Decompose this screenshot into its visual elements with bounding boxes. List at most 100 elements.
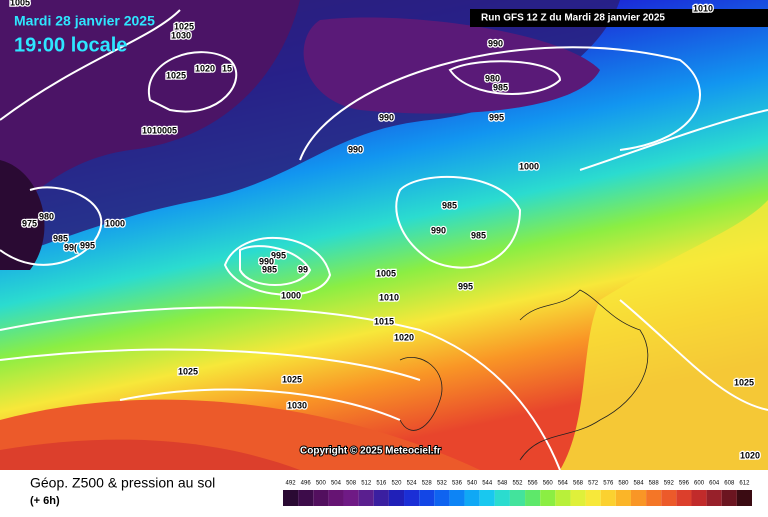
legend-swatch <box>509 490 526 506</box>
isobar-label: 985 <box>471 230 486 240</box>
legend-label: 608 <box>724 481 735 487</box>
isobar-label: 99 <box>298 264 308 274</box>
isobar-label: 1000 <box>105 218 125 228</box>
legend-swatch <box>419 490 435 506</box>
isobar-label: 985 <box>53 233 68 243</box>
legend-swatch <box>721 490 737 506</box>
legend-label: 552 <box>512 481 523 487</box>
legend-swatch <box>373 490 389 506</box>
isobar-label: 1005 <box>10 0 30 7</box>
isobar-label: 990 <box>431 225 446 235</box>
legend-label: 572 <box>588 481 599 487</box>
legend-swatch <box>661 490 677 506</box>
isobar-label: 1010005 <box>142 125 177 135</box>
isobar-label: 1010 <box>379 292 399 302</box>
legend-swatch <box>540 490 556 506</box>
isobar-label: 99( <box>64 242 77 252</box>
legend-swatch <box>494 490 510 506</box>
isobar-label: 995 <box>489 112 504 122</box>
legend-swatch <box>555 490 571 506</box>
legend-swatch <box>676 490 692 506</box>
isobar-label: 1000 <box>519 161 539 171</box>
legend-label: 536 <box>452 481 463 487</box>
legend-swatch <box>283 490 299 506</box>
legend-swatch <box>343 490 359 506</box>
isobar-label: 1030 <box>171 30 191 40</box>
legend-label: 544 <box>482 481 493 487</box>
isobar-label: 1030 <box>287 400 307 410</box>
isobar-label: 985 <box>493 82 508 92</box>
legend-swatch <box>630 490 647 506</box>
legend-label: 560 <box>543 481 554 487</box>
legend-label: 568 <box>573 481 584 487</box>
legend-swatch <box>298 490 314 506</box>
legend-swatch <box>328 490 344 506</box>
legend-label: 504 <box>331 481 342 487</box>
isobar-label: 990 <box>348 144 363 154</box>
legend-swatch <box>570 490 586 506</box>
legend-swatch <box>736 490 752 506</box>
isobar-label: 990 <box>259 256 274 266</box>
legend-swatch <box>706 490 722 506</box>
legend-label: 600 <box>694 481 705 487</box>
legend-label: 532 <box>437 481 448 487</box>
legend-swatch <box>585 490 601 506</box>
legend-swatch <box>615 490 631 506</box>
copyright: Copyright © 2025 Meteociel.fr <box>300 446 441 457</box>
isobar-label: 995 <box>458 281 473 291</box>
footer-subtitle: (+ 6h) <box>30 495 60 507</box>
isobar-label: 995 <box>80 240 95 250</box>
isobar-label: 1020 <box>394 332 414 342</box>
isobar-label: 1025 <box>282 374 302 384</box>
isobar-label: 1020 <box>740 450 760 460</box>
legend-label: 596 <box>679 481 690 487</box>
isobar-label: 1025 <box>178 366 198 376</box>
legend-label: 508 <box>346 481 357 487</box>
date: Mardi 28 janvier 2025 <box>14 13 155 29</box>
isobar-label: 1010 <box>693 3 713 13</box>
legend-label: 524 <box>407 481 418 487</box>
legend-swatch <box>388 490 405 506</box>
legend-label: 496 <box>301 481 312 487</box>
footer-title: Géop. Z500 & pression au sol <box>30 475 215 491</box>
isobar-label: 990 <box>379 112 394 122</box>
isobar-label: 1015 <box>374 316 394 326</box>
legend-label: 492 <box>286 481 297 487</box>
legend-label: 520 <box>391 481 402 487</box>
isobar-label: 1005 <box>376 268 396 278</box>
isobar-label: 990 <box>488 38 503 48</box>
legend-swatch <box>464 490 480 506</box>
legend-label: 576 <box>603 481 614 487</box>
legend-label: 556 <box>528 481 539 487</box>
isobar-label: 985 <box>442 200 457 210</box>
legend-label: 512 <box>361 481 372 487</box>
legend-swatch <box>358 490 374 506</box>
isobars <box>0 9 768 471</box>
run-info: Run GFS 12 Z du Mardi 28 janvier 2025 <box>481 13 665 24</box>
isobar-label: 985 <box>262 264 277 274</box>
legend-label: 548 <box>497 481 508 487</box>
isobar-label: 980 <box>39 211 54 221</box>
isobar-label: 1000 <box>281 290 301 300</box>
legend-label: 516 <box>376 481 387 487</box>
isobar-label: 1020 <box>195 63 215 73</box>
legend-swatch <box>525 490 541 506</box>
legend-swatch <box>479 490 495 506</box>
isobar-label: 980 <box>485 73 500 83</box>
legend-label: 604 <box>709 481 720 487</box>
legend: 492 496 500 504 508 512 516 520 524 528 532 536 540 5… <box>283 481 752 506</box>
legend-label: 540 <box>467 481 478 487</box>
legend-label: 528 <box>422 481 433 487</box>
map-background <box>0 0 768 470</box>
legend-swatch <box>646 490 662 506</box>
legend-label: 588 <box>649 481 660 487</box>
coastlines <box>399 289 649 461</box>
legend-label: 564 <box>558 481 569 487</box>
isobar-label: 975 <box>22 218 37 228</box>
time: 19:00 locale <box>14 34 127 56</box>
legend-label: 580 <box>618 481 629 487</box>
isobar-label: 15 <box>222 63 232 73</box>
legend-label: 592 <box>664 481 675 487</box>
